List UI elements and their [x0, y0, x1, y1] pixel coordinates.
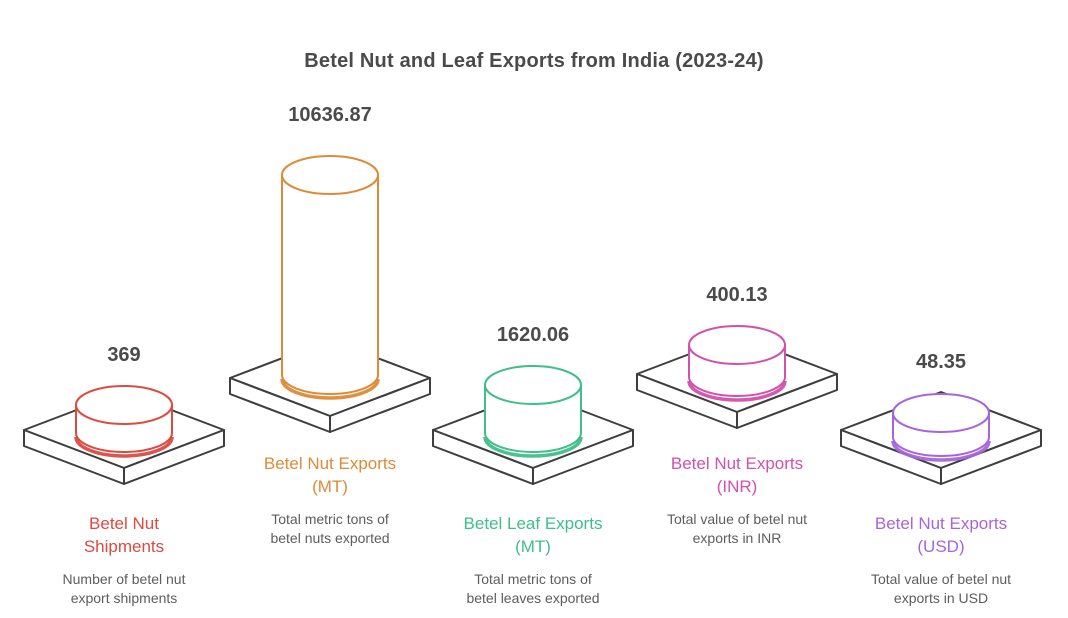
- chart-title: Betel Nut and Leaf Exports from India (2…: [304, 50, 764, 72]
- item-description: Total value of betel nut exports in INR: [666, 511, 808, 546]
- cylinder-bar: [483, 365, 583, 458]
- item-label: Betel Leaf Exports (MT): [463, 514, 603, 556]
- cylinder-bar: [74, 385, 174, 458]
- item-description: Total value of betel nut exports in USD: [870, 571, 1012, 606]
- item-value: 48.35: [915, 351, 967, 373]
- cylinder-platform-graphic: [840, 391, 1042, 485]
- cylinder-platform-graphic: [432, 365, 634, 485]
- cylinder-bar: [687, 325, 787, 402]
- item-description: Total metric tons of betel leaves export…: [466, 571, 600, 606]
- cylinder-bar: [280, 155, 380, 400]
- cylinder-bar: [891, 393, 991, 462]
- cylinder-platform-graphic: [636, 325, 838, 429]
- item-value: 1620.06: [496, 324, 570, 346]
- item-description: Total metric tons of betel nuts exported: [270, 511, 390, 546]
- item-label: Betel Nut Exports (USD): [874, 514, 1008, 556]
- item-label: Betel Nut Exports (INR): [670, 454, 804, 496]
- cylinder-platform-graphic: [23, 385, 225, 485]
- item-value: 400.13: [706, 284, 768, 306]
- item-label: Betel Nut Exports (MT): [263, 454, 397, 496]
- item-label: Betel Nut Shipments: [83, 514, 165, 556]
- item-value: 369: [107, 344, 141, 366]
- cylinder-platform-graphic: [229, 155, 431, 433]
- item-description: Number of betel nut export shipments: [62, 571, 186, 606]
- item-value: 10636.87: [288, 104, 372, 126]
